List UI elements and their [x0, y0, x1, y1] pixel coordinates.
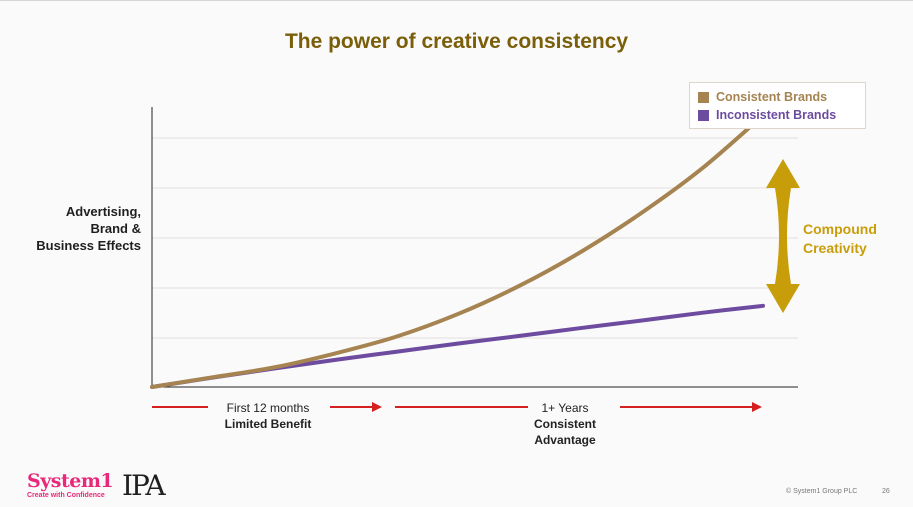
page-title: The power of creative consistency [284, 30, 629, 53]
timeline-phase-2-label: Advantage [534, 433, 596, 447]
y-axis-label: Advertising, Brand & Business Effects [10, 203, 141, 254]
timeline-phase-2-period: 1+ Years [541, 401, 589, 415]
system1-wordmark: System1 [27, 470, 114, 492]
timeline-phase-1-label: Limited Benefit [224, 417, 312, 431]
legend-item-inconsistent: Inconsistent Brands [698, 108, 836, 122]
y-axis-label-line: Brand & [90, 221, 141, 236]
system1-logo: System1 Create with Confidence [27, 470, 114, 500]
arrow-head-up [766, 159, 800, 188]
series-line-inconsistent [150, 303, 765, 389]
timeline-arrow-2-head [752, 402, 762, 412]
chart-legend: Consistent Brands Inconsistent Brands [689, 82, 866, 129]
arrow-shaft [775, 188, 791, 284]
timeline-phase-2-label: Consistent [533, 417, 596, 431]
timeline-phase-2: 1+ Years Consistent Advantage [505, 400, 625, 448]
timeline-phase-1: First 12 months Limited Benefit [198, 400, 338, 432]
top-divider [0, 0, 913, 1]
arrow-head-down [766, 284, 800, 313]
y-axis-label-line: Advertising, [65, 204, 141, 219]
legend-swatch [698, 109, 709, 121]
compound-creativity-annotation: Compound Creativity [803, 220, 877, 258]
timeline-arrow-1-head [372, 402, 382, 412]
legend-label: Inconsistent Brands [716, 108, 837, 122]
timeline-phase-1-period: First 12 months [226, 401, 310, 415]
ipa-logo: IPA [122, 469, 166, 502]
legend-item-consistent: Consistent Brands [698, 90, 827, 104]
page-number: 26 [882, 488, 890, 495]
legend-swatch [698, 91, 709, 103]
series-line-consistent [150, 113, 765, 389]
system1-tagline: Create with Confidence [27, 492, 105, 499]
annotation-line: Creativity [803, 240, 867, 256]
annotation-line: Compound [803, 221, 877, 237]
copyright-text: © System1 Group PLC [786, 488, 858, 495]
legend-label: Consistent Brands [716, 90, 828, 104]
y-axis-label-line: Business Effects [36, 238, 141, 253]
